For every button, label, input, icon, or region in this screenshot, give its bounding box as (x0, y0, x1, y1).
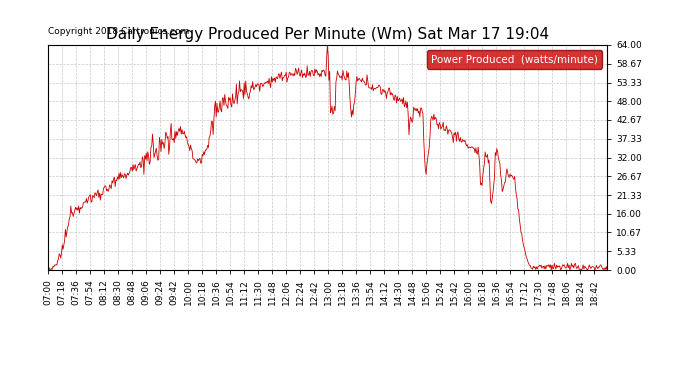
Text: Copyright 2018 Cartronics.com: Copyright 2018 Cartronics.com (48, 27, 190, 36)
Legend: Power Produced  (watts/minute): Power Produced (watts/minute) (427, 50, 602, 69)
Title: Daily Energy Produced Per Minute (Wm) Sat Mar 17 19:04: Daily Energy Produced Per Minute (Wm) Sa… (106, 27, 549, 42)
